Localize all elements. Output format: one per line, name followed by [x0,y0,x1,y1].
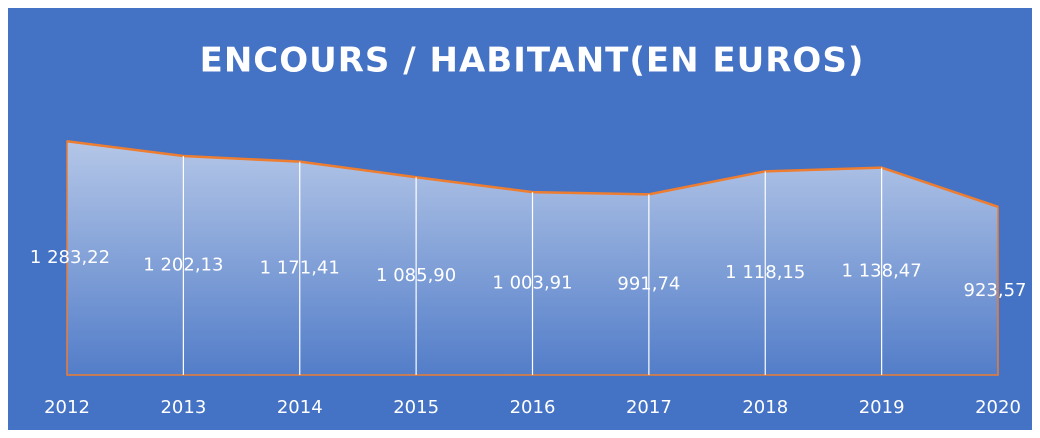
data-label: 991,74 [617,274,680,295]
x-tick-label: 2015 [393,397,439,418]
data-label: 1 138,47 [842,260,922,281]
data-label: 923,57 [964,280,1027,301]
x-tick-label: 2019 [859,397,905,418]
x-tick-label: 2017 [626,397,672,418]
data-label: 1 085,90 [376,265,456,286]
data-label: 1 283,22 [30,247,110,268]
x-tick-label: 2016 [510,397,556,418]
data-label: 1 171,41 [260,257,340,278]
x-tick-label: 2012 [44,397,90,418]
data-label: 1 202,13 [143,255,223,276]
data-label: 1 118,15 [725,262,805,283]
x-tick-label: 2014 [277,397,323,418]
data-label: 1 003,91 [492,273,572,294]
chart-title: ENCOURS / HABITANT(EN EUROS) [200,41,865,81]
x-tick-label: 2020 [975,397,1021,418]
x-tick-label: 2013 [160,397,206,418]
x-tick-label: 2018 [742,397,788,418]
